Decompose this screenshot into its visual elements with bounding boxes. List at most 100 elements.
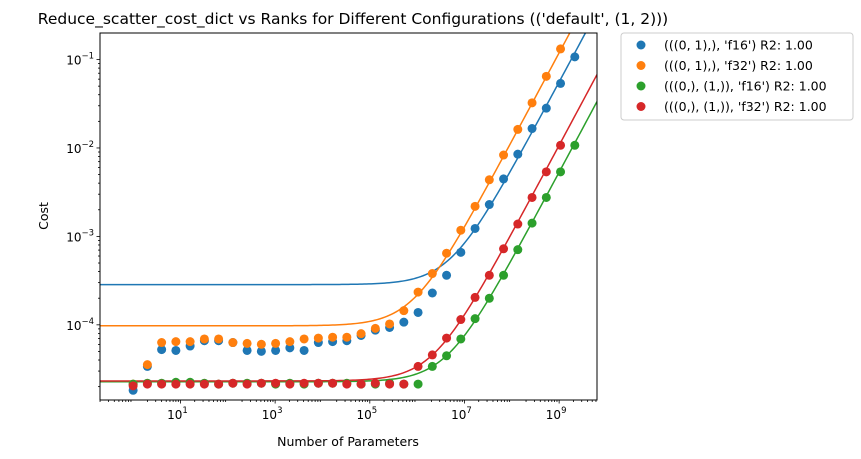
data-point bbox=[484, 175, 494, 185]
y-tick-exponent: −3 bbox=[81, 228, 94, 238]
data-point bbox=[313, 333, 323, 343]
data-point bbox=[541, 71, 551, 81]
data-point bbox=[456, 247, 466, 257]
legend-frame bbox=[620, 32, 854, 121]
data-point bbox=[214, 379, 224, 389]
data-point bbox=[470, 201, 480, 211]
data-point bbox=[242, 338, 252, 348]
data-point bbox=[427, 361, 437, 371]
x-tick-label: 107 bbox=[451, 406, 472, 422]
data-point bbox=[513, 124, 523, 134]
data-point bbox=[541, 192, 551, 202]
data-point bbox=[413, 307, 423, 317]
legend-marker bbox=[636, 102, 646, 111]
data-point bbox=[171, 379, 181, 389]
data-point bbox=[228, 378, 238, 388]
data-point bbox=[556, 167, 566, 177]
data-point bbox=[556, 140, 566, 150]
y-tick-base: 10 bbox=[66, 319, 81, 333]
y-tick-base: 10 bbox=[66, 142, 81, 156]
data-point bbox=[256, 378, 266, 388]
fit-lines bbox=[100, 33, 597, 383]
data-point bbox=[370, 378, 380, 388]
data-point bbox=[399, 317, 409, 327]
data-point bbox=[413, 379, 423, 389]
x-tick-base: 10 bbox=[451, 408, 466, 422]
y-tick-label: 10−4 bbox=[66, 317, 94, 333]
data-point bbox=[456, 315, 466, 325]
data-point bbox=[427, 350, 437, 360]
data-point bbox=[242, 379, 252, 389]
data-point bbox=[271, 338, 281, 348]
data-point bbox=[556, 78, 566, 88]
data-point bbox=[456, 225, 466, 235]
data-point bbox=[499, 150, 509, 160]
data-point bbox=[513, 219, 523, 229]
data-point bbox=[185, 379, 195, 389]
data-point bbox=[527, 124, 537, 134]
plot-frame bbox=[99, 32, 598, 401]
legend-marker bbox=[636, 61, 646, 70]
data-point bbox=[385, 319, 395, 329]
data-point bbox=[157, 345, 167, 355]
data-point bbox=[570, 52, 580, 62]
data-point bbox=[256, 346, 266, 356]
data-point bbox=[527, 218, 537, 228]
y-tick-exponent: −2 bbox=[81, 140, 94, 150]
data-point bbox=[513, 245, 523, 255]
y-axis: 10−410−310−210−1 bbox=[66, 52, 100, 388]
data-point bbox=[328, 378, 338, 388]
data-point bbox=[199, 334, 209, 344]
data-point bbox=[527, 192, 537, 202]
x-tick-label: 103 bbox=[262, 406, 283, 422]
chart-title: Reduce_scatter_cost_dict vs Ranks for Di… bbox=[38, 10, 668, 29]
data-point bbox=[442, 270, 452, 280]
data-point bbox=[313, 378, 323, 388]
data-point bbox=[427, 269, 437, 279]
y-tick-label: 10−1 bbox=[66, 52, 94, 68]
legend-label: (((0, 1),), 'f32') R2: 1.00 bbox=[664, 58, 813, 73]
data-point bbox=[157, 338, 167, 348]
data-point bbox=[342, 379, 352, 389]
data-point bbox=[556, 44, 566, 54]
data-point bbox=[142, 379, 152, 389]
data-point bbox=[570, 140, 580, 150]
data-point bbox=[399, 379, 409, 389]
data-point bbox=[527, 98, 537, 108]
data-point bbox=[456, 334, 466, 344]
y-tick-exponent: −1 bbox=[81, 52, 94, 62]
legend-marker bbox=[636, 81, 646, 91]
x-tick-base: 10 bbox=[167, 408, 182, 422]
x-tick-base: 10 bbox=[262, 408, 277, 422]
data-point bbox=[214, 334, 224, 344]
data-point bbox=[413, 361, 423, 371]
data-point bbox=[299, 378, 309, 388]
data-point bbox=[128, 381, 138, 391]
data-point bbox=[285, 379, 295, 389]
y-tick-exponent: −4 bbox=[81, 317, 94, 327]
data-point bbox=[470, 314, 480, 324]
data-point bbox=[242, 345, 252, 355]
data-point bbox=[228, 338, 238, 348]
legend-label: (((0,), (1,)), 'f16') R2: 1.00 bbox=[664, 79, 827, 94]
data-point bbox=[157, 379, 167, 389]
legend: (((0, 1),), 'f16') R2: 1.00 (((0, 1),), '… bbox=[620, 32, 854, 121]
data-point bbox=[356, 329, 366, 339]
x-tick-exponent: 7 bbox=[466, 406, 471, 416]
y-tick-base: 10 bbox=[66, 54, 81, 68]
data-point bbox=[499, 174, 509, 184]
data-point bbox=[256, 339, 266, 349]
x-tick-base: 10 bbox=[356, 408, 371, 422]
data-point bbox=[285, 337, 295, 347]
x-tick-exponent: 1 bbox=[182, 406, 187, 416]
data-point bbox=[271, 345, 281, 355]
data-point bbox=[499, 270, 509, 280]
x-tick-label: 101 bbox=[167, 406, 188, 422]
data-point bbox=[399, 306, 409, 316]
data-point bbox=[171, 345, 181, 355]
data-point bbox=[484, 293, 494, 303]
y-tick-label: 10−3 bbox=[66, 228, 94, 244]
data-point bbox=[299, 334, 309, 344]
data-point bbox=[171, 337, 181, 347]
